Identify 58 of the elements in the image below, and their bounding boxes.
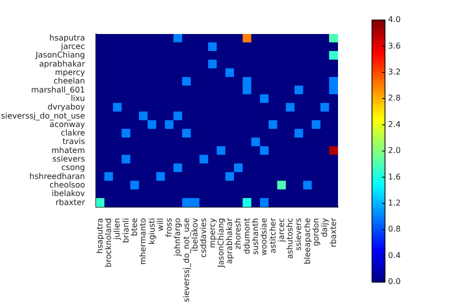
color-bar-label: 1.6 — [388, 172, 401, 182]
color-bar-label: 2.8 — [388, 94, 401, 103]
y-tick-label: JasonChiang — [34, 50, 85, 60]
y-tick-label: hsaputra — [49, 33, 86, 42]
x-tick-label: ssievers — [294, 218, 304, 251]
x-tick-label: ibelakov — [190, 218, 200, 252]
x-tick-label: will — [156, 218, 165, 232]
y-tick-label: jarcec — [60, 42, 85, 52]
x-tick-label: gordon — [311, 218, 320, 246]
x-tick-label: csddavies — [199, 218, 208, 258]
color-bar-label: 3.2 — [388, 67, 401, 76]
x-tick-label: woodsiae — [260, 218, 269, 256]
y-tick-label: clakre — [60, 128, 86, 138]
y-tick-label: aconway — [50, 120, 86, 129]
x-tick-label: btee — [130, 218, 139, 236]
y-tick-label: marshall_601 — [31, 85, 85, 94]
x-tick-label: johnfargo — [173, 218, 182, 258]
x-tick-label: rbaxter — [328, 217, 338, 248]
y-tick-label: rbaxter — [56, 198, 86, 207]
x-tick-label: mpercy — [208, 218, 217, 248]
x-tick-label: sieverssj_do_not_use — [182, 218, 191, 302]
color-bar-label: 2.0 — [388, 146, 401, 156]
color-bar-label: 0.8 — [388, 224, 401, 234]
y-tick-label: mpercy — [54, 68, 86, 78]
y-tick-label: ibelakov — [52, 189, 86, 198]
x-tick-label: daijy — [320, 218, 330, 238]
y-tick-label: dvryaboy — [48, 102, 86, 112]
x-tick-label: jarcec — [276, 218, 286, 243]
y-tick-label: lixu — [70, 94, 85, 103]
x-tick-label: JasonChiang — [216, 218, 226, 268]
y-tick-label: travis — [62, 137, 85, 146]
x-tick-label: zhoresh — [234, 218, 243, 250]
x-tick-label: ashutoshc — [286, 218, 295, 259]
color-bar-label: 0.4 — [388, 250, 401, 260]
y-tick-label: ssievers — [52, 154, 85, 164]
x-tick-label: sushanth — [250, 218, 260, 255]
y-tick-label: sieverssj_do_not_use — [0, 111, 86, 120]
x-tick-label: ddumont — [242, 218, 252, 254]
y-tick-label: mhatem — [51, 146, 86, 155]
color-bar-label: 2.4 — [388, 120, 401, 129]
x-tick-label: brianli — [121, 218, 130, 244]
y-tick-label: cheolsoo — [50, 180, 86, 190]
color-bar-label: 4.0 — [388, 15, 401, 24]
y-tick-label: csong — [61, 163, 85, 172]
y-tick-label: hshreedharan — [29, 172, 85, 181]
x-tick-label: fross — [164, 218, 174, 238]
x-tick-label: kgiusti — [147, 218, 156, 245]
x-tick-label: astitcher — [268, 217, 278, 254]
x-tick-label: julien — [112, 218, 122, 241]
y-tick-label: cheelan — [53, 76, 85, 86]
y-tick-label: aprabhakar — [39, 59, 86, 68]
x-tick-label: aprabhakar — [225, 217, 234, 264]
color-bar-label: 1.2 — [388, 198, 401, 208]
x-tick-label: brocknoland — [104, 218, 114, 268]
color-bar-label: 3.6 — [388, 41, 401, 50]
color-bar-label: 0.0 — [388, 277, 401, 286]
x-tick-label: bleeapache — [302, 218, 312, 264]
x-tick-label: mhermanto — [138, 218, 148, 265]
